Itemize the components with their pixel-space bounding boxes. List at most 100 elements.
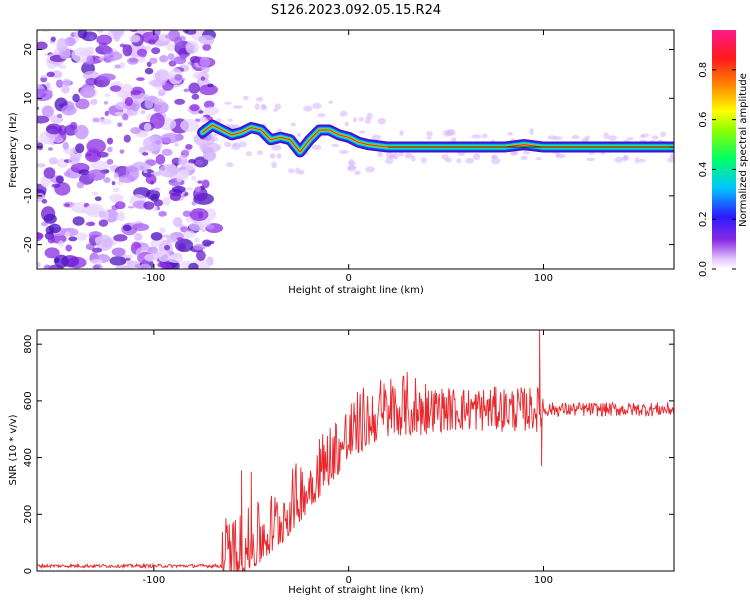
noise-blob: [54, 254, 69, 268]
noise-blob: [126, 57, 139, 65]
noise-blob: [107, 146, 113, 153]
noise-blob: [124, 96, 133, 107]
noise-blob: [174, 98, 186, 105]
noise-blob: [43, 167, 56, 179]
noise-blob: [144, 253, 158, 262]
halo-blob: [317, 113, 326, 118]
noise-blob: [48, 157, 58, 165]
noise-blob: [203, 151, 216, 161]
spectrogram-x-tick-label: 0: [345, 273, 351, 284]
halo-blob: [388, 154, 397, 159]
halo-blob: [586, 157, 595, 162]
noise-blob: [104, 110, 109, 116]
noise-blob: [164, 34, 173, 39]
noise-blob: [119, 149, 125, 154]
snr-y-tick-label: 400: [23, 448, 34, 467]
noise-blob: [189, 104, 200, 112]
halo-blob: [271, 161, 277, 169]
noise-blob: [183, 230, 196, 239]
noise-blob: [174, 36, 183, 47]
noise-blob: [171, 185, 186, 193]
noise-blob: [176, 175, 183, 183]
noise-blob: [64, 230, 71, 238]
noise-blob: [141, 152, 149, 156]
snr-y-axis-label: SNR (10 * v/v): [8, 414, 19, 485]
noise-blob: [47, 235, 55, 244]
halo-blob: [442, 129, 452, 137]
noise-blob: [151, 47, 161, 55]
halo-blob: [639, 134, 646, 139]
noise-blob: [158, 88, 167, 96]
halo-blob: [456, 158, 462, 164]
spectrogram-x-tick-label: -100: [143, 273, 166, 284]
noise-blob: [82, 70, 100, 81]
noise-blob: [37, 106, 40, 110]
noise-blob: [195, 160, 203, 165]
noise-blob: [106, 158, 114, 165]
noise-blob: [162, 197, 171, 206]
halo-blob: [529, 128, 534, 136]
noise-blob: [55, 175, 64, 184]
noise-blob: [103, 46, 113, 54]
noise-blob: [143, 122, 152, 132]
halo-blob: [472, 153, 481, 161]
noise-blob: [79, 86, 96, 98]
halo-blob: [520, 155, 528, 160]
halo-blob: [410, 155, 416, 162]
noise-blob: [139, 52, 147, 58]
snr-y-tick-label: 800: [23, 335, 34, 354]
halo-blob: [404, 152, 413, 159]
halo-blob: [303, 105, 313, 112]
halo-blob: [256, 150, 263, 155]
noise-blob: [96, 30, 104, 33]
noise-blob: [173, 56, 187, 65]
halo-blob: [254, 103, 260, 110]
snr-y-tick-label: 600: [23, 391, 34, 410]
noise-blob: [69, 121, 78, 130]
noise-blob: [37, 163, 46, 168]
noise-blob: [75, 143, 85, 154]
noise-blob: [122, 224, 132, 232]
noise-blob: [202, 239, 212, 247]
noise-blob: [130, 126, 141, 135]
colorbar-tick-label: 0.8: [698, 62, 709, 78]
noise-blob: [98, 73, 116, 81]
halo-blob: [274, 103, 281, 111]
noise-blob: [89, 35, 94, 40]
colorbar-tick-label: 0.2: [698, 211, 709, 227]
noise-blob: [184, 30, 197, 35]
noise-blob: [161, 148, 173, 156]
noise-blob: [138, 263, 152, 269]
noise-blob: [109, 85, 122, 92]
noise-blob: [90, 98, 98, 105]
noise-blob: [61, 84, 70, 94]
halo-blob: [366, 112, 373, 120]
noise-blob: [185, 162, 195, 171]
noise-blob: [167, 53, 175, 61]
noise-blob: [109, 193, 124, 203]
spectrogram-y-tick-label: 10: [23, 92, 34, 105]
halo-blob: [347, 164, 357, 172]
spectrogram-y-axis-label: Frequency (Hz): [8, 112, 19, 188]
noise-blob: [188, 82, 201, 94]
noise-blob: [150, 239, 161, 248]
noise-blob: [152, 187, 161, 192]
noise-blob: [190, 176, 197, 181]
noise-blob: [158, 210, 167, 217]
noise-blob: [114, 64, 121, 69]
noise-blob: [51, 70, 63, 79]
colorbar-tick-label: 0.4: [698, 161, 709, 177]
noise-blob: [189, 55, 201, 64]
halo-blob: [269, 153, 276, 159]
noise-blob: [155, 139, 162, 145]
noise-blob: [172, 216, 183, 228]
noise-blob: [199, 142, 222, 153]
halo-blob: [399, 130, 404, 136]
noise-blob: [96, 34, 113, 46]
signal-ridge: [202, 124, 674, 153]
noise-blob: [201, 179, 210, 189]
halo-blob: [571, 134, 580, 140]
noise-blob: [37, 88, 53, 102]
halo-blob: [377, 117, 386, 125]
noise-blob: [106, 137, 114, 145]
